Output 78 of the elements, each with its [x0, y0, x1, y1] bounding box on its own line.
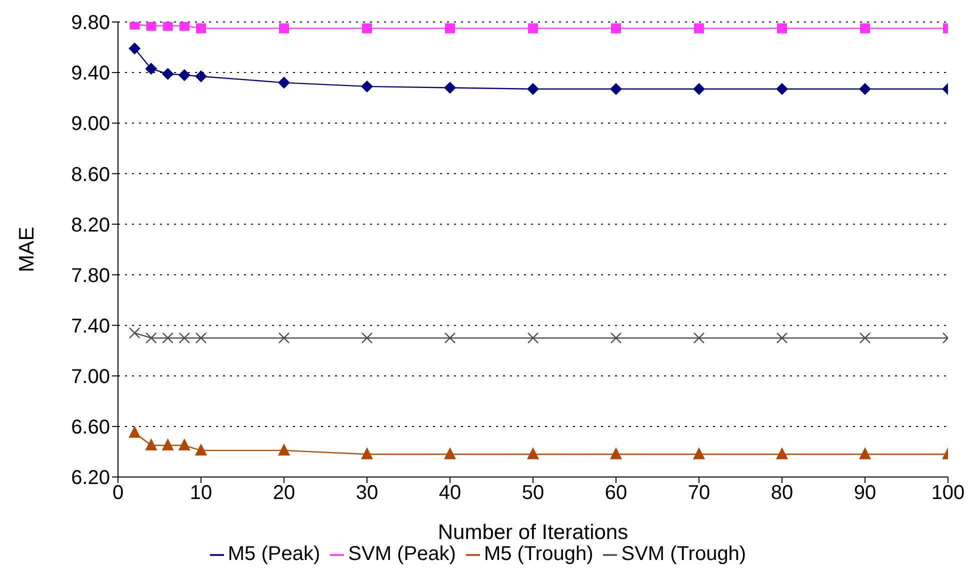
- legend-label: SVM (Trough): [621, 543, 746, 565]
- x-tick-label: 0: [112, 482, 124, 504]
- legend-label: M5 (Trough): [484, 543, 594, 565]
- point: [527, 82, 539, 95]
- point: [178, 69, 190, 82]
- y-tick-label: 9.40: [71, 62, 110, 85]
- x-tick-label: 30: [356, 482, 378, 504]
- point: [444, 447, 456, 460]
- point: [279, 23, 289, 34]
- point: [694, 23, 704, 34]
- point: [162, 22, 173, 31]
- point: [361, 447, 373, 460]
- point: [693, 332, 705, 344]
- point: [146, 22, 156, 31]
- point: [444, 332, 456, 344]
- point: [528, 23, 538, 34]
- point: [278, 332, 290, 344]
- point: [362, 23, 372, 34]
- point: [196, 23, 206, 34]
- point: [776, 332, 788, 344]
- point: [445, 23, 455, 34]
- point: [195, 70, 207, 82]
- legend-label: SVM (Peak): [348, 543, 456, 565]
- x-tick-label: 100: [931, 482, 965, 504]
- point: [361, 332, 373, 344]
- point: [444, 82, 456, 94]
- point: [859, 82, 871, 95]
- point: [129, 327, 140, 339]
- point: [777, 23, 787, 34]
- y-axis-title: MAE: [15, 226, 38, 272]
- point: [195, 332, 207, 344]
- point: [145, 62, 158, 75]
- point: [128, 42, 141, 55]
- point: [860, 23, 870, 34]
- x-tick-label: 80: [770, 482, 794, 504]
- point: [611, 23, 621, 34]
- x-tick-label: 90: [854, 482, 876, 504]
- x-tick-label: 60: [604, 482, 628, 504]
- point: [178, 438, 190, 450]
- y-tick-label: 6.60: [71, 416, 110, 439]
- x-tick-label: 10: [190, 482, 212, 504]
- point: [693, 447, 705, 460]
- x-tick-label: 50: [522, 482, 544, 504]
- x-tick-label: 20: [272, 482, 296, 504]
- point: [179, 22, 190, 31]
- y-tick-label: 7.40: [71, 315, 110, 338]
- point: [859, 447, 871, 460]
- y-tick-label: 7.80: [71, 264, 110, 287]
- point: [162, 332, 174, 344]
- point: [527, 447, 539, 460]
- point: [278, 443, 290, 456]
- y-tick-label: 7.00: [71, 366, 110, 388]
- y-tick-label: 8.60: [71, 164, 110, 186]
- point: [776, 82, 788, 95]
- point: [195, 443, 207, 456]
- point: [128, 426, 141, 438]
- point: [278, 76, 290, 89]
- y-tick-label: 9.00: [71, 113, 110, 136]
- point: [178, 332, 190, 344]
- y-tick-label: 6.20: [71, 467, 110, 490]
- y-tick-label: 8.20: [71, 214, 110, 236]
- point: [776, 447, 788, 460]
- point: [145, 438, 158, 450]
- point: [527, 332, 539, 344]
- point: [162, 438, 174, 450]
- y-tick-label: 9.80: [71, 12, 110, 34]
- point: [146, 332, 157, 344]
- x-tick-label: 40: [438, 482, 462, 504]
- point: [693, 82, 705, 95]
- point: [610, 82, 622, 95]
- point: [162, 68, 174, 80]
- x-axis-title: Number of Iterations: [438, 521, 628, 544]
- point: [361, 80, 373, 92]
- point: [610, 332, 622, 344]
- legend-label: M5 (Peak): [228, 543, 320, 565]
- point: [610, 447, 622, 460]
- x-tick-label: 70: [688, 482, 710, 504]
- point: [859, 332, 871, 344]
